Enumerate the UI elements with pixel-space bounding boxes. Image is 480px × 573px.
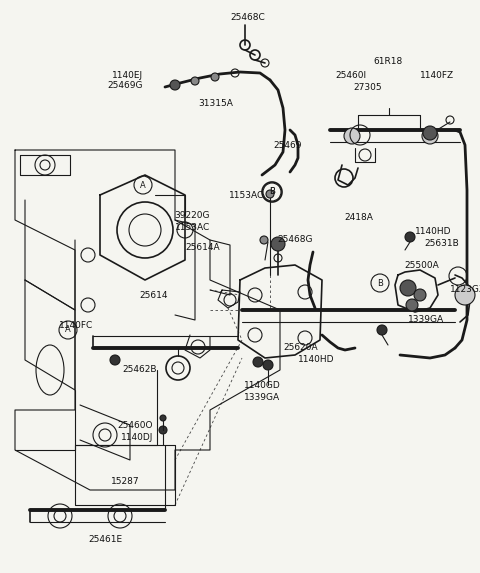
Text: 1339GA: 1339GA [408,316,444,324]
Text: 25462B: 25462B [122,366,157,375]
Text: 1140FZ: 1140FZ [420,70,454,80]
Text: 1339GA: 1339GA [244,393,280,402]
Text: B: B [377,278,383,288]
Circle shape [170,80,180,90]
Text: 1140GD: 1140GD [244,380,280,390]
Circle shape [422,128,438,144]
Text: 25468C: 25468C [230,14,265,22]
Text: B: B [269,187,275,197]
Circle shape [377,325,387,335]
Text: A: A [65,325,71,335]
Text: 1153AC: 1153AC [175,223,210,233]
Circle shape [406,299,418,311]
Text: 25614A: 25614A [185,242,220,252]
Text: B: B [269,187,275,197]
Circle shape [423,126,437,140]
Text: 25614: 25614 [140,291,168,300]
Circle shape [271,237,285,251]
Text: 1140DJ: 1140DJ [120,433,153,442]
Text: 25460O: 25460O [118,421,153,430]
Text: 1153AC: 1153AC [229,191,264,201]
Circle shape [344,128,360,144]
Text: 31315A: 31315A [198,100,233,108]
Circle shape [400,280,416,296]
Circle shape [160,415,166,421]
Text: 25620A: 25620A [283,343,318,352]
Text: 2418A: 2418A [344,214,373,222]
Circle shape [405,232,415,242]
Text: 15287: 15287 [111,477,139,486]
Circle shape [263,360,273,370]
Text: 25461E: 25461E [88,536,122,544]
Text: 39220G: 39220G [175,211,210,221]
Text: 25631B: 25631B [424,238,459,248]
Text: A: A [140,180,146,190]
Text: 25468G: 25468G [277,236,313,245]
Text: 61R18: 61R18 [373,57,403,66]
Circle shape [211,73,219,81]
Circle shape [260,236,268,244]
Circle shape [455,285,475,305]
Text: 25460I: 25460I [336,70,367,80]
Circle shape [191,77,199,85]
Circle shape [110,355,120,365]
Text: 1123GX: 1123GX [450,285,480,295]
Text: 25500A: 25500A [404,261,439,269]
Text: 25469: 25469 [274,142,302,151]
Circle shape [253,357,263,367]
Text: 1140FC: 1140FC [59,320,93,329]
Text: 1140HD: 1140HD [298,355,334,364]
Circle shape [159,426,167,434]
Text: 27305: 27305 [354,84,382,92]
Text: 25469G: 25469G [108,81,143,91]
Text: 1140EJ: 1140EJ [112,70,143,80]
Circle shape [414,289,426,301]
Text: 1140HD: 1140HD [415,227,452,237]
Circle shape [266,190,274,198]
